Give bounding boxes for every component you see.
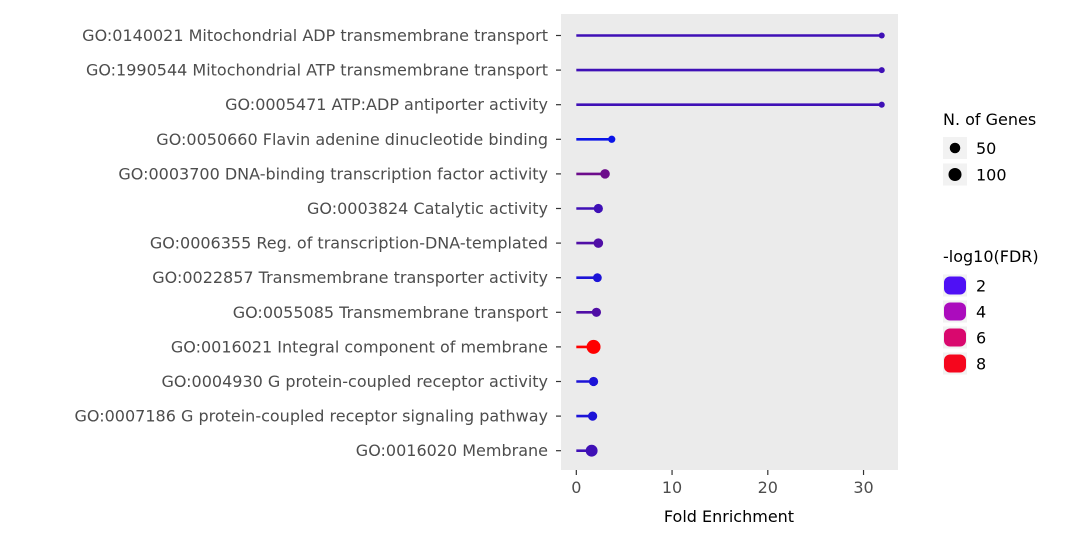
- size-legend: N. of Genes 50 100: [943, 110, 1036, 186]
- y-tick-label: GO:0050660 Flavin adenine dinucleotide b…: [156, 130, 548, 149]
- y-tick-label: GO:1990544 Mitochondrial ATP transmembra…: [86, 61, 548, 80]
- size-legend-dot: [949, 142, 961, 154]
- y-tick-label: GO:0016020 Membrane: [356, 441, 548, 460]
- x-axis: 0 10 20 30: [571, 470, 874, 497]
- x-tick-label: 10: [662, 478, 682, 497]
- size-legend-title: N. of Genes: [943, 110, 1036, 129]
- y-tick-label: GO:0016021 Integral component of membran…: [171, 337, 548, 356]
- color-legend-swatch: [944, 328, 966, 347]
- lollipop-dot: [878, 32, 885, 39]
- lollipop-dot: [593, 238, 604, 248]
- x-tick-label: 20: [758, 478, 778, 497]
- plot-panel: [561, 14, 898, 470]
- lollipop-dot: [593, 203, 603, 214]
- color-legend-label: 6: [976, 329, 986, 348]
- color-legend-label: 2: [976, 277, 986, 296]
- y-tick-label: GO:0005471 ATP:ADP antiporter activity: [225, 95, 548, 114]
- y-tick-label: GO:0004930 G protein-coupled receptor ac…: [161, 372, 548, 391]
- lollipop-dot: [878, 101, 885, 108]
- size-legend-dot: [948, 167, 962, 182]
- y-tick-label: GO:0006355 Reg. of transcription-DNA-tem…: [150, 234, 548, 253]
- lollipop-dot: [586, 339, 601, 354]
- lollipop-dot: [588, 376, 599, 387]
- color-legend-label: 4: [976, 303, 986, 322]
- lollipop-dot: [600, 169, 610, 179]
- y-axis-labels: GO:0140021 Mitochondrial ADP transmembra…: [75, 26, 548, 460]
- size-legend-label: 100: [976, 166, 1007, 185]
- color-legend-swatch: [944, 354, 966, 373]
- lollipop-dot: [608, 135, 616, 143]
- x-axis-title: Fold Enrichment: [664, 507, 794, 526]
- lollipop-dot: [878, 67, 885, 74]
- x-tick-label: 0: [571, 478, 581, 497]
- y-tick-label: GO:0022857 Transmembrane transporter act…: [152, 268, 548, 287]
- lollipop-dots: [585, 32, 885, 457]
- color-legend-swatch: [944, 276, 966, 295]
- y-tick-label: GO:0055085 Transmembrane transport: [233, 303, 548, 322]
- color-legend: -log10(FDR) 2 4 6 8: [943, 247, 1039, 375]
- y-tick-label: GO:0003824 Catalytic activity: [307, 199, 548, 218]
- y-tick-label: GO:0140021 Mitochondrial ADP transmembra…: [82, 26, 548, 45]
- lollipop-dot: [592, 273, 602, 283]
- lollipop-dot: [587, 411, 598, 421]
- color-legend-title: -log10(FDR): [943, 247, 1039, 266]
- y-tick-label: GO:0007186 G protein-coupled receptor si…: [75, 407, 548, 426]
- lollipop-dot: [585, 444, 598, 457]
- y-tick-label: GO:0003700 DNA-binding transcription fac…: [118, 164, 548, 183]
- y-axis-ticks: [556, 34, 561, 452]
- x-tick-label: 30: [853, 478, 873, 497]
- size-legend-label: 50: [976, 139, 996, 158]
- color-legend-swatch: [944, 302, 966, 321]
- lollipop-dot: [591, 307, 602, 317]
- color-legend-label: 8: [976, 355, 986, 374]
